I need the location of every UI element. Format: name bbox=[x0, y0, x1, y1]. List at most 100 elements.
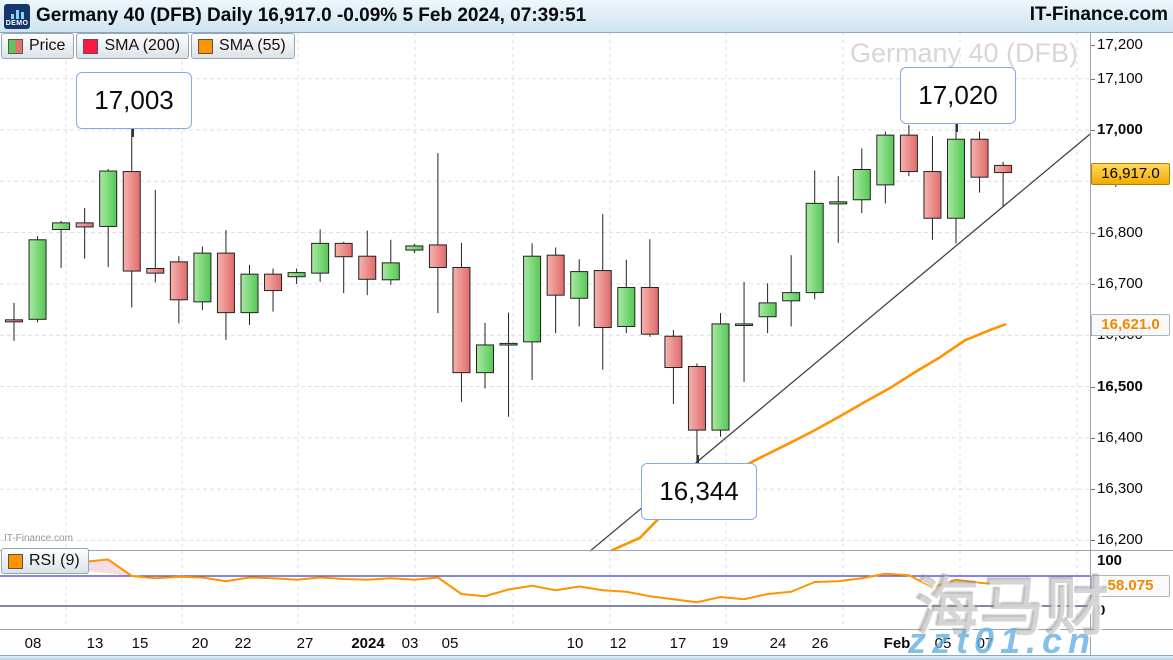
candle-body bbox=[405, 245, 424, 251]
candle-body bbox=[735, 323, 754, 327]
candle-body bbox=[169, 261, 188, 301]
price-axis-tick bbox=[1090, 78, 1095, 80]
price-axis-label: 17,100 bbox=[1097, 69, 1143, 87]
candle-body bbox=[617, 286, 636, 327]
candle-body bbox=[805, 202, 824, 294]
candle-body bbox=[994, 164, 1013, 174]
sma55-price-badge: 16,621.0 bbox=[1091, 314, 1170, 337]
price-axis-label: 16,200 bbox=[1097, 531, 1143, 549]
price-annotation[interactable]: 17,020 bbox=[900, 67, 1016, 124]
time-axis-label: 24 bbox=[769, 635, 787, 652]
candle-body bbox=[970, 138, 989, 178]
candle-body bbox=[876, 134, 895, 186]
candle-body bbox=[287, 272, 306, 278]
time-axis-label: 08 bbox=[24, 635, 42, 652]
price-axis-label: 16,800 bbox=[1097, 223, 1143, 241]
demo-label: DEMO bbox=[5, 19, 29, 27]
candle-body bbox=[947, 138, 965, 219]
candle-body bbox=[216, 252, 235, 314]
rsi-axis-label-0: 0 bbox=[1097, 602, 1106, 619]
price-axis-label: 16,300 bbox=[1097, 480, 1143, 498]
chart-canvas[interactable] bbox=[0, 0, 1090, 656]
price-axis-label: 17,000 bbox=[1097, 121, 1143, 138]
price-axis-tick bbox=[1090, 386, 1095, 388]
brand-link[interactable]: IT-Finance.com bbox=[1029, 4, 1168, 25]
candle-body bbox=[687, 365, 706, 431]
legend-sma55[interactable]: SMA (55) bbox=[191, 33, 295, 59]
rsi-value-badge: 58.075 bbox=[1091, 574, 1170, 597]
candle-body bbox=[75, 222, 94, 228]
candle-body bbox=[476, 344, 494, 374]
candle-body bbox=[193, 252, 212, 303]
rsi-axis-label-100: 100 bbox=[1097, 552, 1123, 569]
legend: Price SMA (200) SMA (55) bbox=[1, 33, 295, 59]
sma200-swatch-icon bbox=[83, 38, 99, 54]
candle-body bbox=[264, 273, 283, 292]
time-axis-label: 05 bbox=[441, 635, 459, 652]
candle-body bbox=[146, 268, 165, 274]
candle-body bbox=[240, 273, 259, 314]
time-axis-label: 03 bbox=[401, 635, 419, 652]
candle-body bbox=[499, 342, 518, 346]
time-axis-label: 05 bbox=[934, 635, 952, 652]
price-annotation[interactable]: 17,003 bbox=[76, 72, 192, 129]
title-bar: DEMO Germany 40 (DFB) Daily 16,917.0 -0.… bbox=[0, 0, 1173, 33]
bottom-strip bbox=[0, 655, 1173, 660]
candle-body bbox=[334, 242, 353, 258]
candle-body bbox=[758, 302, 777, 318]
candle-body bbox=[829, 201, 848, 205]
price-axis-tick bbox=[1090, 437, 1095, 439]
price-axis-label: 16,400 bbox=[1097, 428, 1143, 446]
candle-body bbox=[546, 254, 565, 296]
last-price-badge: 16,917.0 bbox=[1091, 162, 1170, 185]
price-axis-tick bbox=[1090, 540, 1095, 542]
candle-body bbox=[452, 266, 471, 374]
axis-separator bbox=[1090, 32, 1091, 655]
legend-sma200-label: SMA (200) bbox=[104, 37, 181, 54]
candle-body bbox=[5, 319, 23, 323]
candle-body bbox=[782, 292, 801, 302]
time-axis-label: 27 bbox=[296, 635, 314, 652]
legend-sma200[interactable]: SMA (200) bbox=[76, 33, 190, 59]
time-axis-label: 12 bbox=[609, 635, 627, 652]
price-axis-label: 16,500 bbox=[1097, 377, 1143, 395]
candle-body bbox=[311, 242, 330, 274]
legend-rsi[interactable]: RSI (9) bbox=[1, 548, 89, 574]
price-swatch-icon bbox=[8, 38, 23, 54]
price-annotation[interactable]: 16,344 bbox=[641, 463, 757, 520]
legend-sma55-label: SMA (55) bbox=[219, 37, 286, 54]
legend-price-label: Price bbox=[29, 37, 66, 54]
time-axis-label: 19 bbox=[711, 635, 729, 652]
rsi-swatch-icon bbox=[8, 553, 23, 569]
time-axis-label: 10 bbox=[566, 635, 584, 652]
price-axis-tick bbox=[1090, 130, 1095, 131]
demo-logo: DEMO bbox=[4, 3, 30, 29]
price-axis-label: 16,700 bbox=[1097, 274, 1143, 292]
candle-body bbox=[923, 171, 942, 219]
candle-body bbox=[122, 171, 141, 272]
candle-body bbox=[640, 286, 659, 335]
time-axis-label: 20 bbox=[191, 635, 209, 652]
pane-divider[interactable] bbox=[0, 550, 1173, 551]
time-axis-label: 07 bbox=[976, 635, 994, 652]
itfinance-small-watermark: IT-Finance.com bbox=[4, 533, 73, 544]
legend-rsi-label: RSI (9) bbox=[29, 552, 80, 569]
annotation-tick bbox=[132, 129, 134, 137]
price-axis-label: 17,200 bbox=[1097, 36, 1143, 53]
candle-body bbox=[664, 335, 683, 369]
symbol-watermark: Germany 40 (DFB) bbox=[849, 38, 1078, 68]
candle-body bbox=[899, 134, 918, 173]
legend-price[interactable]: Price bbox=[1, 33, 75, 59]
time-axis-label: 26 bbox=[811, 635, 829, 652]
rsi-legend: RSI (9) bbox=[1, 548, 89, 574]
rsi-bottom-divider bbox=[0, 629, 1173, 630]
time-axis-label: Feb bbox=[883, 635, 911, 652]
sma55-swatch-icon bbox=[198, 38, 214, 54]
time-axis-label: 13 bbox=[86, 635, 104, 652]
price-axis-tick bbox=[1090, 45, 1095, 46]
price-axis-tick bbox=[1090, 232, 1095, 234]
candle-body bbox=[428, 244, 447, 268]
annotation-tick bbox=[697, 455, 699, 463]
candle-body bbox=[28, 239, 47, 320]
